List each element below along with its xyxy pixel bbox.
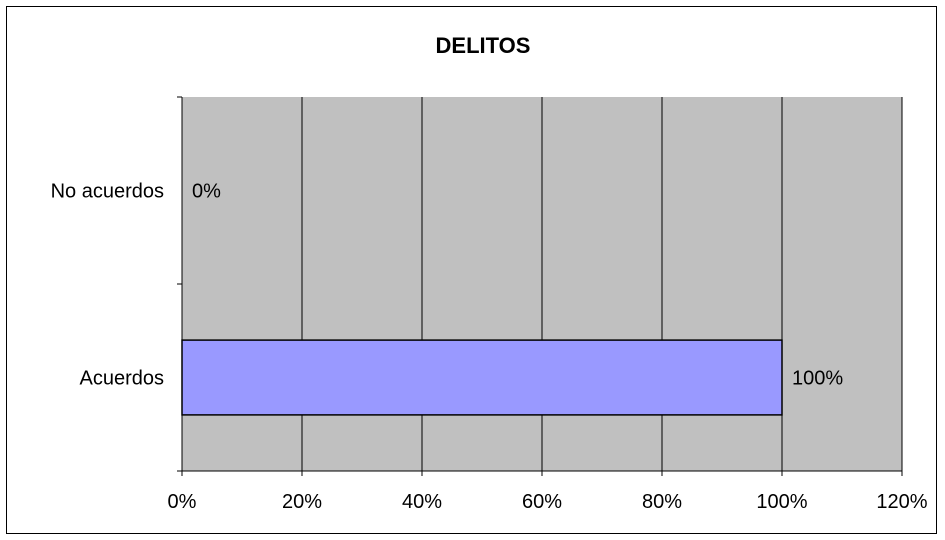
x-tick-label: 120% <box>876 491 927 513</box>
x-tick-label: 80% <box>642 491 682 513</box>
bars <box>181 339 783 416</box>
x-tick-label: 60% <box>522 491 562 513</box>
bar <box>181 339 783 416</box>
data-label: 0% <box>192 181 221 203</box>
data-label: 100% <box>792 368 843 390</box>
x-tick-label: 0% <box>168 491 197 513</box>
category-label: Acuerdos <box>80 368 165 390</box>
axes <box>177 96 903 476</box>
x-tick-label: 40% <box>402 491 442 513</box>
x-tick-label: 20% <box>282 491 322 513</box>
x-tick-label: 100% <box>756 491 807 513</box>
category-label: No acuerdos <box>51 181 164 203</box>
labels: 0% 20% 40% 60% 80% 100% 120% Acuerdos 100% No acu… <box>51 181 928 514</box>
chart-title: DELITOS <box>436 33 531 58</box>
